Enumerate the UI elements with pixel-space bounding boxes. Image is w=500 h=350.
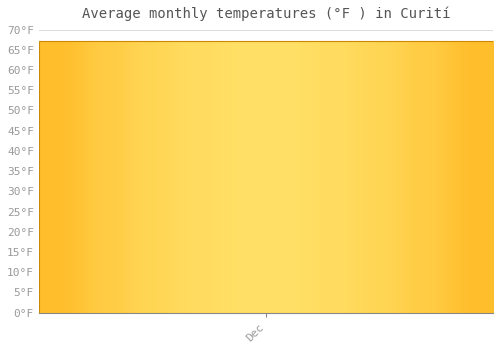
Title: Average monthly temperatures (°F ) in Curití: Average monthly temperatures (°F ) in Cu… (82, 7, 450, 21)
